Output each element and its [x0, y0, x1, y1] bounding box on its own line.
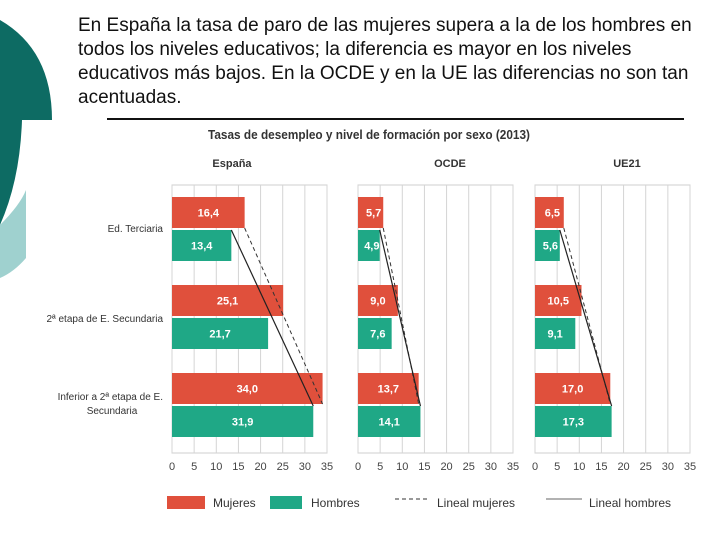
bar-value-label: 31,9: [232, 417, 253, 429]
headline-text: En España la tasa de paro de las mujeres…: [78, 15, 692, 108]
bar-value-label: 5,6: [543, 241, 558, 253]
bar-value-label: 14,1: [379, 417, 400, 429]
legend-label-mujeres: Mujeres: [213, 496, 256, 510]
x-tick-label: 35: [507, 461, 519, 473]
legend-label-lineal-mujeres: Lineal mujeres: [437, 496, 515, 510]
x-tick-label: 30: [299, 461, 311, 473]
x-tick-label: 15: [418, 461, 430, 473]
category-label: Inferior a 2ª etapa de E.: [58, 392, 163, 403]
bar-hombres: [535, 230, 560, 261]
x-tick-label: 25: [640, 461, 652, 473]
bar-hombres: [535, 318, 576, 349]
x-tick-label: 20: [617, 461, 629, 473]
x-tick-label: 0: [169, 461, 175, 473]
bar-hombres: [358, 230, 380, 261]
x-tick-label: 35: [684, 461, 696, 473]
panel-1: España 0 5 10 15 20 25 30 35 16,4 25,1 34,0 13,4 21,7…: [169, 158, 333, 473]
legend-label-lineal-hombres: Lineal hombres: [589, 496, 671, 510]
bar-value-label: 10,5: [548, 296, 569, 308]
trend-line-hombres: [559, 229, 613, 407]
divider-rule: [107, 118, 684, 120]
bar-value-label: 34,0: [237, 384, 258, 396]
panel-title: UE21: [613, 158, 641, 170]
bar-value-label: 16,4: [198, 208, 220, 220]
bar-hombres: [172, 318, 269, 349]
bar-value-label: 13,4: [191, 241, 213, 253]
bar-mujeres: [358, 373, 419, 404]
bar-value-label: 4,9: [364, 241, 379, 253]
x-tick-label: 5: [554, 461, 560, 473]
bar-hombres: [535, 406, 612, 437]
x-tick-label: 30: [485, 461, 497, 473]
category-label: 2ª etapa de E. Secundaria: [46, 314, 163, 325]
bar-value-label: 5,7: [366, 208, 381, 220]
decorative-corner-light: [0, 190, 26, 278]
category-label: Secundaria: [87, 406, 138, 417]
bar-mujeres: [358, 197, 384, 228]
trend-line-mujeres: [563, 227, 611, 405]
trend-line-hombres: [379, 229, 422, 407]
x-tick-label: 20: [254, 461, 266, 473]
legend-swatch-mujeres: [167, 496, 205, 509]
x-tick-label: 20: [440, 461, 452, 473]
bar-hombres: [172, 230, 232, 261]
bar-value-label: 25,1: [217, 296, 238, 308]
decorative-corner-dark: [0, 0, 52, 225]
x-tick-label: 10: [210, 461, 222, 473]
x-tick-label: 25: [277, 461, 289, 473]
x-tick-label: 30: [662, 461, 674, 473]
bar-mujeres: [172, 373, 323, 404]
bar-value-label: 7,6: [370, 329, 385, 341]
chart-title: Tasas de desempleo y nivel de formación …: [208, 127, 530, 142]
x-tick-label: 5: [191, 461, 197, 473]
bar-mujeres: [535, 285, 582, 316]
x-tick-label: 15: [232, 461, 244, 473]
panel-3: UE21 0 5 10 15 20 25 30 35 6,5 10,5 17,0 5,6 9,1 17,3: [532, 158, 696, 473]
bar-hombres: [358, 318, 392, 349]
bar-value-label: 17,0: [562, 384, 583, 396]
bar-hombres: [358, 406, 421, 437]
bar-value-label: 17,3: [563, 417, 584, 429]
x-tick-label: 10: [573, 461, 585, 473]
panel-title: España: [212, 158, 252, 170]
category-label: Ed. Terciaria: [108, 224, 164, 235]
x-tick-label: 10: [396, 461, 408, 473]
bar-mujeres: [172, 197, 245, 228]
bar-value-label: 9,1: [548, 329, 563, 341]
x-tick-label: 0: [532, 461, 538, 473]
bar-mujeres: [535, 373, 611, 404]
x-tick-label: 0: [355, 461, 361, 473]
legend-swatch-hombres: [270, 496, 302, 509]
x-tick-label: 15: [595, 461, 607, 473]
legend-label-hombres: Hombres: [311, 496, 360, 510]
bar-value-label: 21,7: [209, 329, 230, 341]
bar-hombres: [172, 406, 314, 437]
bar-value-label: 6,5: [545, 208, 560, 220]
bar-mujeres: [535, 197, 564, 228]
panel-title: OCDE: [434, 158, 466, 170]
bar-value-label: 9,0: [370, 296, 385, 308]
x-tick-label: 25: [463, 461, 475, 473]
x-tick-label: 35: [321, 461, 333, 473]
bar-value-label: 13,7: [378, 384, 399, 396]
x-tick-label: 5: [377, 461, 383, 473]
trend-line-hombres: [230, 229, 314, 407]
panel-2: OCDE 0 5 10 15 20 25 30 35 5,7 9,0 13,7 4,9 7,6 14,1: [355, 158, 519, 473]
bar-mujeres: [358, 285, 398, 316]
